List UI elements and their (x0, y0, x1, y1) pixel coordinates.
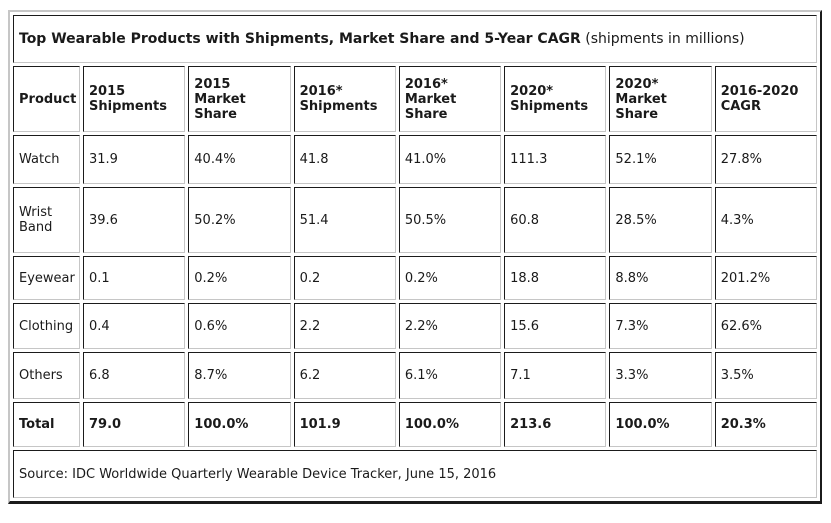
header-cell-2020-market-share: 2020* Market Share (609, 66, 712, 132)
value-cell: 2.2 (293, 303, 396, 349)
total-value-cell: 101.9 (293, 402, 396, 447)
product-cell: Others (13, 352, 80, 399)
value-cell: 41.0% (398, 135, 502, 184)
total-label-cell: Total (13, 402, 80, 447)
source-note: Source: IDC Worldwide Quarterly Wearable… (13, 450, 817, 498)
header-cell-cagr: 2016-2020 CAGR (714, 66, 817, 132)
header-row: Product 2015 Shipments 2015 Market Share… (13, 66, 817, 132)
value-cell: 6.2 (293, 352, 396, 399)
table-row-eyewear: Eyewear 0.1 0.2% 0.2 0.2% 18.8 8.8% 201.… (13, 256, 817, 300)
wearables-table: Top Wearable Products with Shipments, Ma… (8, 10, 822, 504)
value-cell: 3.5% (714, 352, 817, 399)
value-cell: 7.3% (609, 303, 712, 349)
value-cell: 31.9 (83, 135, 186, 184)
total-value-cell: 79.0 (83, 402, 186, 447)
value-cell: 51.4 (293, 187, 396, 253)
value-cell: 0.2% (398, 256, 502, 300)
total-value-cell: 100.0% (398, 402, 502, 447)
value-cell: 39.6 (83, 187, 186, 253)
total-value-cell: 20.3% (714, 402, 817, 447)
value-cell: 60.8 (504, 187, 607, 253)
product-cell: Watch (13, 135, 80, 184)
header-cell-2016-shipments: 2016* Shipments (293, 66, 396, 132)
value-cell: 15.6 (504, 303, 607, 349)
value-cell: 0.6% (188, 303, 291, 349)
value-cell: 6.1% (398, 352, 502, 399)
value-cell: 18.8 (504, 256, 607, 300)
total-value-cell: 100.0% (609, 402, 712, 447)
total-value-cell: 100.0% (188, 402, 291, 447)
product-cell: Eyewear (13, 256, 80, 300)
value-cell: 111.3 (504, 135, 607, 184)
value-cell: 6.8 (83, 352, 186, 399)
value-cell: 28.5% (609, 187, 712, 253)
header-cell-2016-market-share: 2016* Market Share (398, 66, 502, 132)
table-title: Top Wearable Products with Shipments, Ma… (19, 31, 581, 47)
table-title-cell: Top Wearable Products with Shipments, Ma… (13, 15, 817, 63)
value-cell: 50.2% (188, 187, 291, 253)
value-cell: 0.4 (83, 303, 186, 349)
value-cell: 201.2% (714, 256, 817, 300)
value-cell: 8.7% (188, 352, 291, 399)
product-cell: Clothing (13, 303, 80, 349)
header-cell-product: Product (13, 66, 80, 132)
table-row-clothing: Clothing 0.4 0.6% 2.2 2.2% 15.6 7.3% 62.… (13, 303, 817, 349)
value-cell: 4.3% (714, 187, 817, 253)
header-cell-2015-market-share: 2015 Market Share (188, 66, 291, 132)
value-cell: 40.4% (188, 135, 291, 184)
table-row-watch: Watch 31.9 40.4% 41.8 41.0% 111.3 52.1% … (13, 135, 817, 184)
table-row-total: Total 79.0 100.0% 101.9 100.0% 213.6 100… (13, 402, 817, 447)
header-cell-2015-shipments: 2015 Shipments (83, 66, 186, 132)
total-value-cell: 213.6 (504, 402, 607, 447)
source-row: Source: IDC Worldwide Quarterly Wearable… (13, 450, 817, 498)
value-cell: 27.8% (714, 135, 817, 184)
value-cell: 0.2% (188, 256, 291, 300)
header-cell-2020-shipments: 2020* Shipments (504, 66, 607, 132)
value-cell: 0.2 (293, 256, 396, 300)
value-cell: 62.6% (714, 303, 817, 349)
product-cell: Wrist Band (13, 187, 80, 253)
value-cell: 0.1 (83, 256, 186, 300)
value-cell: 41.8 (293, 135, 396, 184)
table-row-others: Others 6.8 8.7% 6.2 6.1% 7.1 3.3% 3.5% (13, 352, 817, 399)
table-row-wrist-band: Wrist Band 39.6 50.2% 51.4 50.5% 60.8 28… (13, 187, 817, 253)
value-cell: 3.3% (609, 352, 712, 399)
value-cell: 52.1% (609, 135, 712, 184)
table-title-note: (shipments in millions) (585, 31, 745, 47)
value-cell: 50.5% (398, 187, 502, 253)
title-row: Top Wearable Products with Shipments, Ma… (13, 15, 817, 63)
value-cell: 2.2% (398, 303, 502, 349)
value-cell: 7.1 (504, 352, 607, 399)
value-cell: 8.8% (609, 256, 712, 300)
